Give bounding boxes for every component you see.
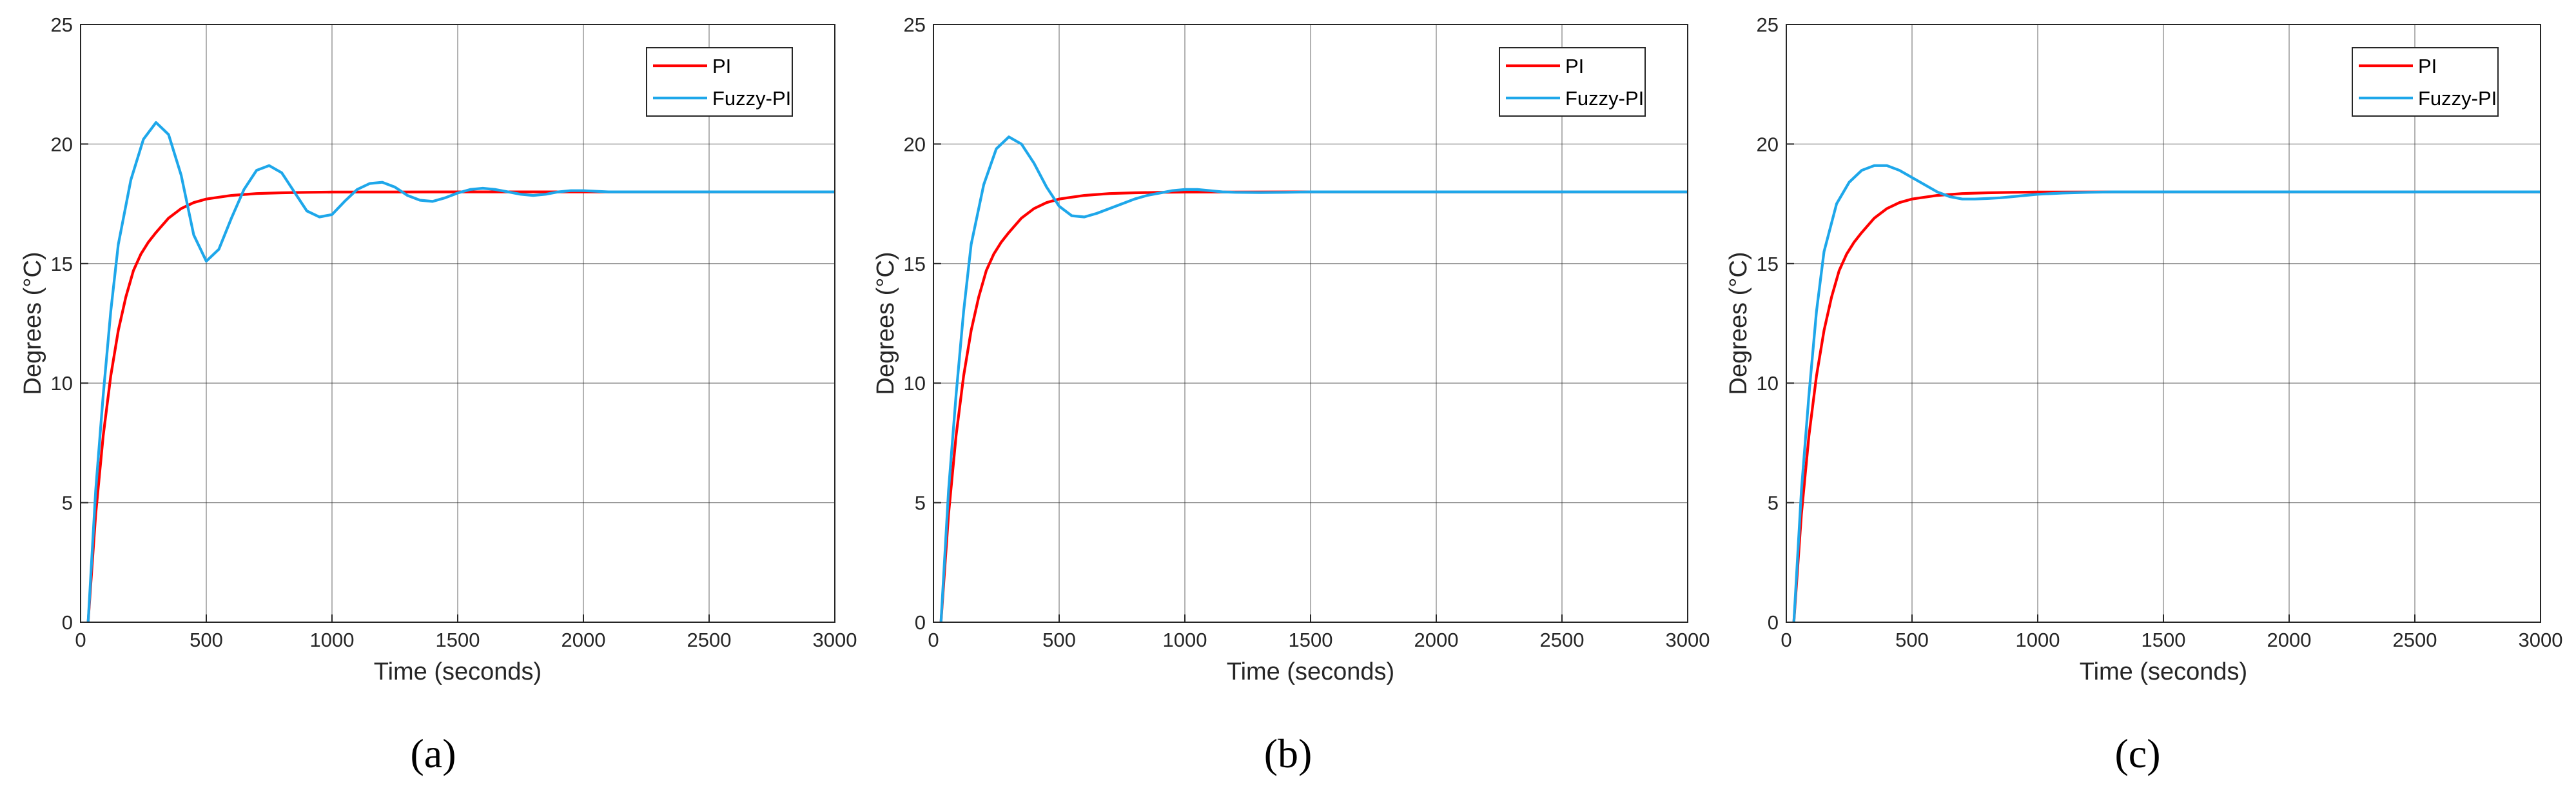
- y-tick-label: 0: [62, 611, 73, 634]
- y-tick-label: 10: [904, 372, 926, 395]
- y-tick-label: 5: [915, 492, 926, 515]
- y-tick-label: 20: [51, 133, 73, 155]
- x-tick-label: 1000: [310, 629, 355, 651]
- legend-label: PI: [2418, 55, 2437, 77]
- axes-box: [80, 24, 835, 623]
- y-tick-label: 10: [1757, 372, 1779, 395]
- x-tick-label: 0: [75, 629, 86, 651]
- axes-box: [933, 24, 1688, 623]
- x-tick-label: 3000: [2519, 629, 2563, 651]
- x-tick-label: 3000: [1666, 629, 1710, 651]
- legend-label: Fuzzy-PI: [2418, 87, 2497, 110]
- legend-box: [2352, 47, 2499, 117]
- y-axis-label: Degrees (°C): [872, 251, 899, 395]
- y-tick-label: 10: [51, 372, 73, 395]
- x-tick-label: 500: [1042, 629, 1076, 651]
- x-tick-label: 2500: [1540, 629, 1585, 651]
- legend-label: PI: [712, 55, 731, 77]
- legend: PI Fuzzy-PI: [2352, 47, 2499, 117]
- legend-label: Fuzzy-PI: [1565, 87, 1644, 110]
- y-tick-label: 20: [1757, 133, 1779, 155]
- x-tick-label: 0: [928, 629, 939, 651]
- y-tick-label: 0: [1768, 611, 1779, 634]
- x-tick-label: 2500: [687, 629, 732, 651]
- chart-panel-c: 0 500 1000 1500 2000 2500 3000 0 5 10 15 20 25 PI Fuzz…: [1725, 14, 2562, 776]
- x-tick-label: 500: [1895, 629, 1929, 651]
- x-tick-label: 3000: [813, 629, 857, 651]
- legend-box: [646, 47, 793, 117]
- y-tick-label: 25: [51, 14, 73, 36]
- y-tick-label: 5: [62, 492, 73, 515]
- legend-box: [1499, 47, 1646, 117]
- panel-caption: (b): [1264, 731, 1312, 776]
- x-axis-label: Time (seconds): [1227, 658, 1394, 685]
- x-axis-label: Time (seconds): [2080, 658, 2247, 685]
- panel-caption: (c): [2114, 731, 2160, 776]
- x-tick-label: 1500: [1289, 629, 1333, 651]
- y-tick-label: 0: [915, 611, 926, 634]
- x-tick-label: 2000: [1414, 629, 1459, 651]
- legend: PI Fuzzy-PI: [1499, 47, 1646, 117]
- legend-label: PI: [1565, 55, 1584, 77]
- x-tick-label: 2500: [2393, 629, 2437, 651]
- x-axis-label: Time (seconds): [374, 658, 542, 685]
- y-tick-label: 15: [904, 253, 926, 275]
- series-line-pi: [86, 190, 835, 623]
- series-line-fuzzy-pi: [939, 135, 1688, 623]
- y-tick-label: 15: [1757, 253, 1779, 275]
- chart-panel-a: 0 500 1000 1500 2000 2500 3000 0 5 10 15 20 25 PI Fuzz…: [19, 14, 857, 776]
- x-tick-label: 2000: [2267, 629, 2312, 651]
- y-axis-label: Degrees (°C): [1725, 251, 1752, 395]
- y-tick-label: 5: [1768, 492, 1779, 515]
- legend: PI Fuzzy-PI: [646, 47, 793, 117]
- x-tick-label: 500: [190, 629, 223, 651]
- y-tick-label: 25: [904, 14, 926, 36]
- series-line-fuzzy-pi: [86, 121, 835, 623]
- y-tick-label: 15: [51, 253, 73, 275]
- y-axis-label: Degrees (°C): [19, 251, 46, 395]
- legend-label: Fuzzy-PI: [712, 87, 791, 110]
- x-tick-label: 2000: [561, 629, 606, 651]
- x-tick-label: 0: [1781, 629, 1791, 651]
- y-tick-label: 25: [1757, 14, 1779, 36]
- chart-panel-b: 0 500 1000 1500 2000 2500 3000 0 5 10 15 20 25 PI Fuzz…: [872, 14, 1710, 776]
- x-tick-label: 1500: [2142, 629, 2186, 651]
- x-tick-label: 1000: [1163, 629, 1207, 651]
- panel-caption: (a): [410, 731, 456, 776]
- y-tick-label: 20: [904, 133, 926, 155]
- series-line-fuzzy-pi: [1792, 164, 2541, 623]
- x-tick-label: 1000: [2016, 629, 2060, 651]
- axes-box: [1786, 24, 2541, 623]
- x-tick-label: 1500: [436, 629, 480, 651]
